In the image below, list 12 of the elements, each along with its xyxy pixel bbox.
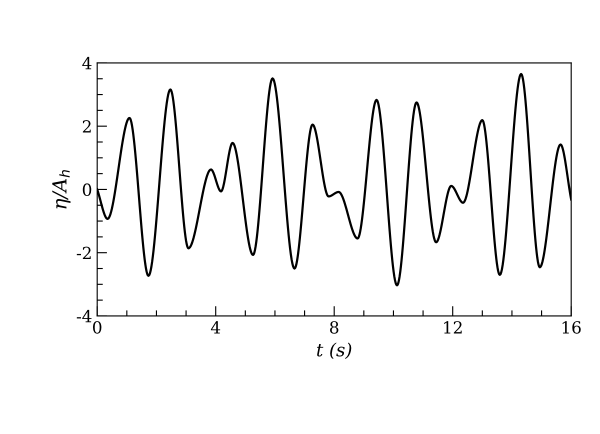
y-tick-label: 4 bbox=[82, 56, 92, 70]
x-tick-label: 8 bbox=[330, 321, 338, 334]
y-tick-label: 2 bbox=[82, 120, 91, 133]
y-tick-label: 0 bbox=[82, 183, 92, 196]
x-axis-title: t (s) bbox=[317, 342, 352, 360]
x-tick-label: 16 bbox=[562, 321, 581, 334]
x-tick-label: 12 bbox=[444, 321, 462, 334]
x-tick-label: 0 bbox=[92, 321, 102, 334]
y-axis-title: η/A$_{h}$ bbox=[52, 170, 70, 208]
y-tick-label: -4 bbox=[76, 310, 92, 322]
x-tick-label: 4 bbox=[210, 321, 220, 334]
y-tick-label: -2 bbox=[76, 246, 91, 260]
